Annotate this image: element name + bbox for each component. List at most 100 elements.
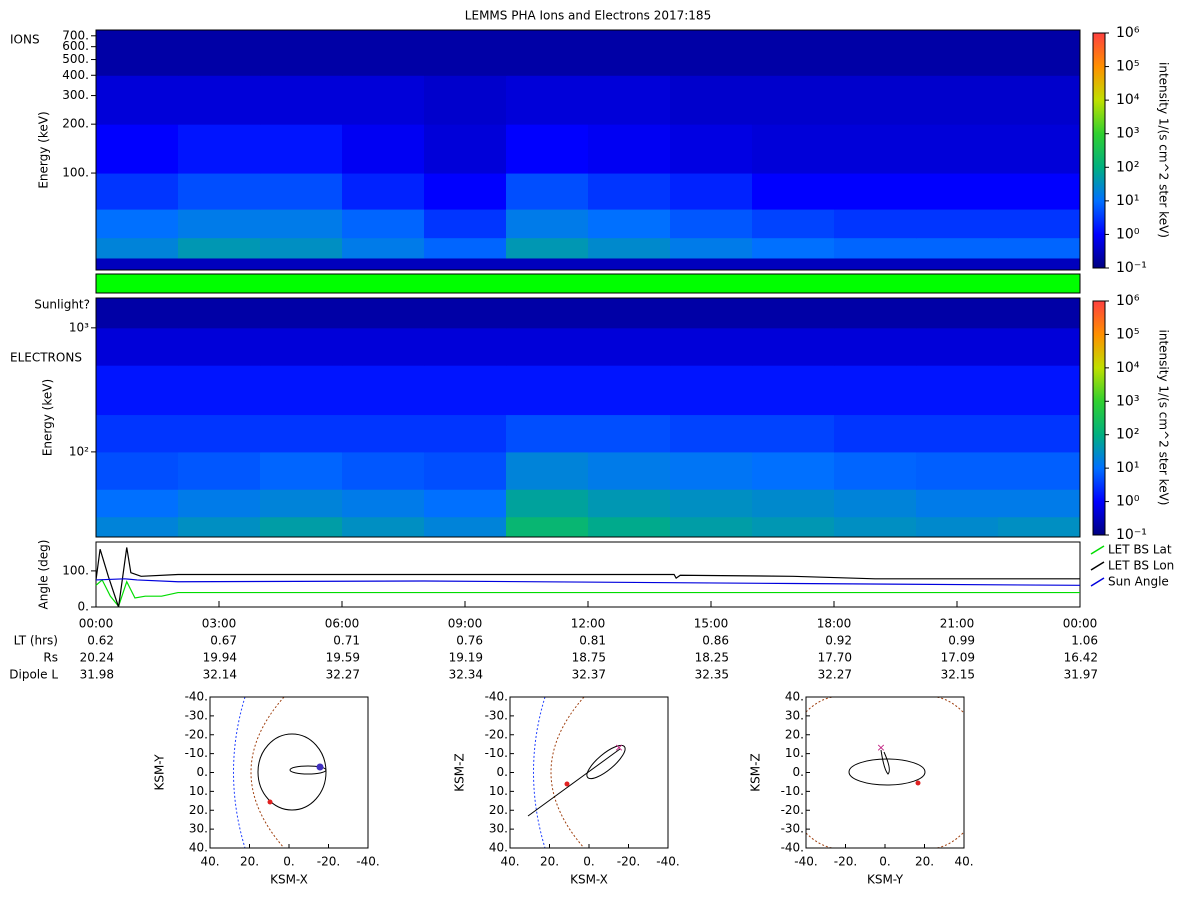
ephemeris-value: 20.24 — [80, 651, 114, 665]
y-tick-label: -30. — [781, 822, 804, 836]
heat-cell — [998, 257, 1081, 271]
heat-cell — [424, 75, 507, 125]
heat-cell — [916, 365, 999, 416]
orbit-decor: × × — [233, 696, 964, 849]
heat-cell — [506, 30, 589, 76]
heat-cell — [834, 75, 917, 125]
x-tick-label: -40. — [656, 855, 679, 869]
y-tick-label: -40. — [485, 690, 508, 704]
ephemeris-value: 32.27 — [818, 668, 852, 682]
heat-cell — [424, 237, 507, 259]
heat-cell — [588, 124, 671, 174]
heat-cell — [670, 516, 753, 538]
heat-cell — [260, 298, 343, 329]
heat-cell — [588, 257, 671, 271]
heat-cell — [178, 298, 261, 329]
x-tick-label: -20. — [834, 855, 857, 869]
heat-cell — [752, 209, 835, 239]
colorbar-tick-label: 10² — [1116, 427, 1139, 443]
x-tick-label: 40. — [200, 855, 219, 869]
y-tick-label: -10. — [485, 746, 508, 760]
heat-cell — [670, 414, 753, 453]
panel-annotation: IONS — [10, 33, 40, 47]
heat-cell — [916, 124, 999, 174]
ephemeris-value: 0.86 — [702, 634, 729, 648]
heat-cell — [178, 489, 261, 518]
heat-cell — [506, 414, 589, 453]
y-tick-label: 400. — [62, 68, 89, 82]
heat-cell — [834, 237, 917, 259]
y-axis-title: KSM-Y — [153, 754, 167, 791]
x-tick-label: 40. — [954, 855, 973, 869]
heat-cell — [506, 489, 589, 518]
heat-cell — [752, 75, 835, 125]
y-tick-label: 40. — [189, 841, 208, 855]
heat-cell — [424, 516, 507, 538]
heat-cell — [998, 516, 1081, 538]
heat-cell — [506, 173, 589, 210]
ephemeris-value: 19.19 — [449, 651, 483, 665]
colorbar-tick-label: 10³ — [1116, 126, 1139, 142]
heat-cell — [752, 327, 835, 366]
heat-cell — [342, 298, 425, 329]
ephemeris-value: 18.25 — [695, 651, 729, 665]
colorbar-tick-label: 10⁰ — [1116, 226, 1140, 242]
ephemeris-value: 32.37 — [572, 668, 606, 682]
x-tick-label: 03:00 — [202, 617, 237, 631]
line-series — [95, 578, 1081, 586]
heat-cell — [670, 365, 753, 416]
heat-cell — [916, 75, 999, 125]
heat-cell — [670, 237, 753, 259]
ephemeris-value: 32.34 — [449, 668, 483, 682]
heat-cell — [916, 451, 999, 490]
x-tick-label: -20. — [617, 855, 640, 869]
colorbar-tick-label: 10¹ — [1116, 193, 1139, 209]
colorbar-title: intensity 1/(s cm^2 ster keV) — [1157, 330, 1171, 506]
heat-cell — [998, 451, 1081, 490]
ephemeris-value: 0.99 — [948, 634, 975, 648]
heat-cell — [96, 414, 179, 453]
ephemeris-value: 0.62 — [87, 634, 114, 648]
heat-cell — [588, 414, 671, 453]
x-tick-label: 00:00 — [1063, 617, 1098, 631]
heat-cell — [96, 298, 179, 329]
heat-cell — [752, 298, 835, 329]
heat-cell — [96, 124, 179, 174]
y-axis-title: KSM-Z — [453, 753, 467, 791]
heat-cell — [424, 298, 507, 329]
ephemeris-value: 0.76 — [456, 634, 483, 648]
heat-cell — [424, 30, 507, 76]
ephemeris-value: 32.27 — [326, 668, 360, 682]
legend-swatch — [1090, 577, 1105, 587]
y-tick-label: 0. — [497, 765, 508, 779]
heat-cell — [342, 365, 425, 416]
x-tick-label: 0. — [879, 855, 890, 869]
y-tick-label: -10. — [781, 784, 804, 798]
heat-cell — [424, 173, 507, 210]
heat-cell — [178, 327, 261, 366]
heat-cell — [588, 451, 671, 490]
y-tick-label: 100. — [62, 166, 89, 180]
heat-cell — [670, 489, 753, 518]
heat-cell — [916, 30, 999, 76]
heat-cell — [96, 489, 179, 518]
heat-cell — [834, 124, 917, 174]
heat-cell — [752, 30, 835, 76]
heat-cell — [998, 75, 1081, 125]
heat-cell — [342, 489, 425, 518]
heat-cell — [752, 237, 835, 259]
heat-cell — [588, 237, 671, 259]
y-tick-label: -40. — [781, 841, 804, 855]
heat-cell — [752, 451, 835, 490]
heat-cell — [588, 298, 671, 329]
legend-swatch — [1090, 561, 1105, 571]
heat-cell — [96, 237, 179, 259]
heat-cell — [998, 124, 1081, 174]
y-tick-label: 0. — [197, 765, 208, 779]
y-tick-label: 20. — [785, 727, 804, 741]
colorbar-tick-label: 10⁶ — [1116, 25, 1140, 41]
heat-cell — [342, 414, 425, 453]
ephemeris-value: 18.75 — [572, 651, 606, 665]
heat-cell — [178, 451, 261, 490]
heat-cell — [670, 124, 753, 174]
